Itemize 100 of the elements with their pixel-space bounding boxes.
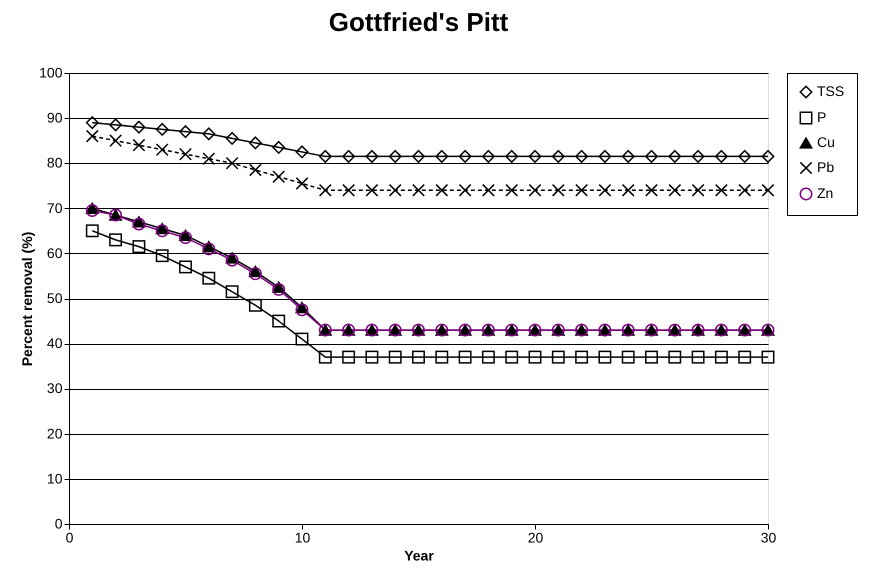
point bbox=[528, 184, 542, 197]
point bbox=[226, 156, 239, 170]
point bbox=[86, 224, 99, 238]
y-axis-title: Percent removal (%) bbox=[19, 232, 36, 366]
point bbox=[458, 350, 472, 364]
point bbox=[109, 134, 122, 148]
point bbox=[458, 184, 472, 197]
point bbox=[575, 350, 588, 364]
point bbox=[318, 350, 332, 364]
point bbox=[552, 184, 565, 197]
point bbox=[202, 242, 216, 256]
point bbox=[86, 130, 99, 143]
point bbox=[412, 350, 425, 364]
point bbox=[598, 350, 612, 364]
point bbox=[342, 150, 356, 163]
point bbox=[738, 184, 752, 197]
point bbox=[342, 350, 356, 364]
point bbox=[738, 350, 752, 364]
y-tick-label: 100 bbox=[39, 64, 63, 80]
x-tick-label: 10 bbox=[294, 530, 310, 546]
point bbox=[365, 350, 378, 364]
point bbox=[435, 350, 448, 364]
point bbox=[528, 150, 542, 163]
point bbox=[762, 150, 774, 163]
point bbox=[575, 184, 588, 197]
point bbox=[272, 283, 286, 296]
point bbox=[552, 350, 565, 364]
point bbox=[668, 150, 682, 163]
x-axis-title: Year bbox=[404, 548, 434, 564]
point bbox=[668, 184, 682, 197]
chart-title: Gottfried's Pitt bbox=[328, 7, 509, 37]
point bbox=[156, 249, 169, 262]
point bbox=[482, 350, 495, 364]
point bbox=[226, 285, 239, 298]
x-tick-label: 20 bbox=[528, 530, 544, 546]
y-tick-label: 70 bbox=[46, 200, 63, 216]
point bbox=[692, 184, 705, 197]
point bbox=[296, 145, 308, 158]
point bbox=[272, 314, 286, 328]
point bbox=[248, 267, 262, 280]
y-tick-label: 80 bbox=[46, 154, 63, 171]
y-tick-label: 30 bbox=[46, 380, 63, 396]
point bbox=[645, 350, 658, 364]
point bbox=[109, 233, 122, 246]
point bbox=[296, 332, 308, 346]
point bbox=[296, 303, 308, 316]
y-tick-label: 40 bbox=[46, 335, 63, 352]
point bbox=[505, 184, 518, 197]
point bbox=[714, 150, 728, 163]
legend-label: P bbox=[817, 109, 826, 125]
point bbox=[248, 136, 262, 150]
point bbox=[202, 272, 216, 285]
point bbox=[435, 150, 448, 163]
legend-label: Pb bbox=[817, 159, 834, 175]
y-tick-label: 0 bbox=[54, 516, 63, 532]
point bbox=[482, 184, 495, 197]
point bbox=[179, 148, 192, 161]
legend-label: TSS bbox=[817, 83, 844, 99]
point bbox=[132, 218, 146, 231]
point bbox=[598, 184, 612, 197]
point bbox=[645, 184, 658, 197]
point bbox=[388, 350, 402, 364]
point bbox=[528, 350, 542, 364]
point bbox=[248, 298, 262, 312]
point bbox=[505, 350, 518, 364]
point bbox=[179, 260, 192, 274]
point bbox=[412, 150, 425, 163]
y-tick-label: 10 bbox=[46, 470, 63, 486]
point bbox=[645, 150, 658, 163]
point bbox=[156, 143, 169, 156]
point bbox=[365, 150, 378, 163]
point bbox=[132, 240, 146, 254]
point bbox=[622, 350, 635, 364]
point bbox=[272, 170, 286, 184]
point bbox=[86, 204, 99, 217]
point bbox=[622, 150, 635, 163]
point bbox=[248, 164, 262, 176]
point bbox=[296, 177, 308, 190]
point bbox=[435, 184, 448, 197]
point bbox=[714, 184, 728, 197]
point bbox=[598, 150, 612, 163]
y-tick-label: 90 bbox=[46, 110, 63, 126]
point bbox=[342, 184, 356, 197]
point bbox=[622, 184, 635, 197]
y-tick-label: 60 bbox=[46, 244, 63, 261]
point bbox=[714, 350, 728, 364]
point bbox=[318, 150, 332, 163]
point bbox=[738, 150, 752, 163]
point bbox=[505, 150, 518, 163]
point bbox=[668, 350, 682, 364]
point bbox=[109, 118, 122, 132]
y-tick-label: 20 bbox=[46, 425, 63, 442]
point bbox=[156, 224, 169, 238]
legend-label: Cu bbox=[817, 134, 835, 150]
point bbox=[575, 150, 588, 163]
point bbox=[202, 152, 216, 166]
point bbox=[692, 150, 705, 163]
point bbox=[762, 184, 774, 197]
point bbox=[552, 150, 565, 163]
point bbox=[482, 150, 495, 163]
